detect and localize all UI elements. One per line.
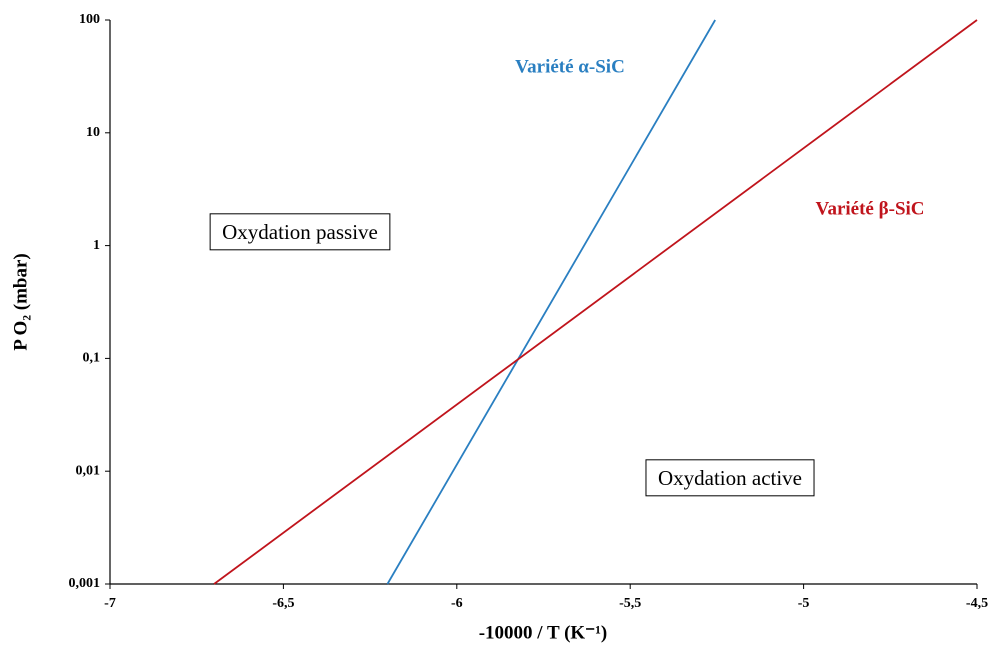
y-tick-label: 0,01 bbox=[76, 463, 101, 478]
y-tick-label: 0,001 bbox=[69, 576, 101, 591]
x-tick-label: -5,5 bbox=[619, 596, 641, 611]
y-tick-label: 1 bbox=[93, 238, 100, 253]
x-tick-label: -7 bbox=[104, 596, 116, 611]
annotation-box bbox=[209, 213, 391, 251]
annotation: Oxydation passive bbox=[222, 220, 378, 244]
y-tick-label: 100 bbox=[79, 12, 100, 27]
x-axis-label: -10000 / T (K⁻¹) bbox=[479, 622, 608, 643]
x-tick-label: -5 bbox=[798, 596, 810, 611]
x-tick-label: -4,5 bbox=[966, 596, 988, 611]
y-tick-label: 0,1 bbox=[83, 351, 101, 366]
series-label: Variété α-SiC bbox=[515, 56, 625, 77]
series-label: Variété β-SiC bbox=[815, 198, 924, 219]
series-line bbox=[386, 19, 716, 585]
y-axis-label: P O₂ (mbar) bbox=[10, 253, 31, 351]
x-tick-label: -6 bbox=[451, 596, 463, 611]
annotation-box bbox=[645, 459, 815, 497]
x-tick-label: -6,5 bbox=[272, 596, 294, 611]
series-line bbox=[213, 19, 978, 585]
y-tick-label: 10 bbox=[86, 125, 100, 140]
annotation: Oxydation active bbox=[658, 466, 802, 490]
